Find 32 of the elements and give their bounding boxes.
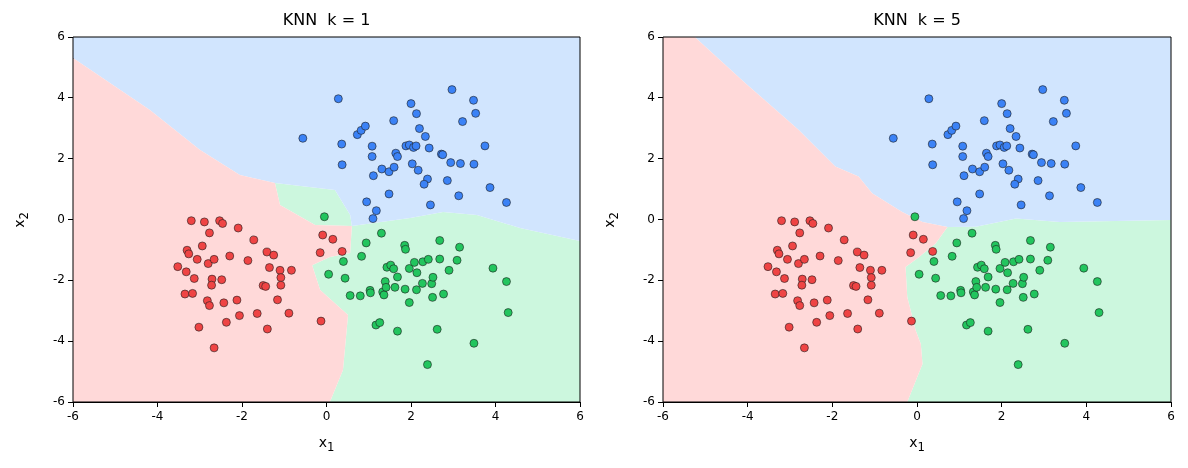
y-tick-label: 4 (647, 89, 655, 104)
x-tick-label: 4 (1082, 409, 1091, 424)
x-tick-label: -2 (826, 409, 839, 424)
x-tick-label: 6 (1167, 409, 1175, 424)
x-tick-label: 4 (491, 409, 500, 424)
y-tick-label: -4 (53, 333, 65, 348)
y-tick-label: -6 (53, 394, 65, 409)
y-tick-label: 0 (647, 211, 655, 226)
x-tick-label: 2 (997, 409, 1006, 424)
y-tick-label: -2 (53, 272, 65, 287)
chart-title: KNN k = 5 (873, 10, 961, 29)
y-tick-label: 6 (57, 29, 65, 44)
y-tick-label: -6 (643, 394, 655, 409)
x-axis-title: x$_{1}$ (318, 434, 335, 454)
x-axis-title: x$_{1}$ (909, 434, 925, 454)
y-tick-label: 4 (57, 89, 65, 104)
x-tick-label: -2 (236, 409, 248, 424)
y-tick-label: 2 (57, 150, 65, 165)
y-tick-label: 2 (647, 150, 655, 165)
x-tick-label: 2 (407, 409, 415, 424)
x-tick-label: 6 (576, 409, 584, 424)
x-tick-label: -4 (741, 409, 754, 424)
y-tick-label: -2 (643, 272, 655, 287)
x-tick-label: 0 (322, 409, 331, 424)
y-tick-label: 0 (57, 211, 65, 226)
x-tick-label: -4 (151, 409, 164, 424)
y-tick-label: -4 (643, 333, 655, 348)
x-tick-label: -6 (67, 409, 79, 424)
chart-title: KNN k = 1 (282, 10, 371, 29)
x-tick-label: -6 (657, 409, 669, 424)
y-tick-label: 6 (647, 29, 655, 44)
x-tick-label: 0 (913, 409, 921, 424)
